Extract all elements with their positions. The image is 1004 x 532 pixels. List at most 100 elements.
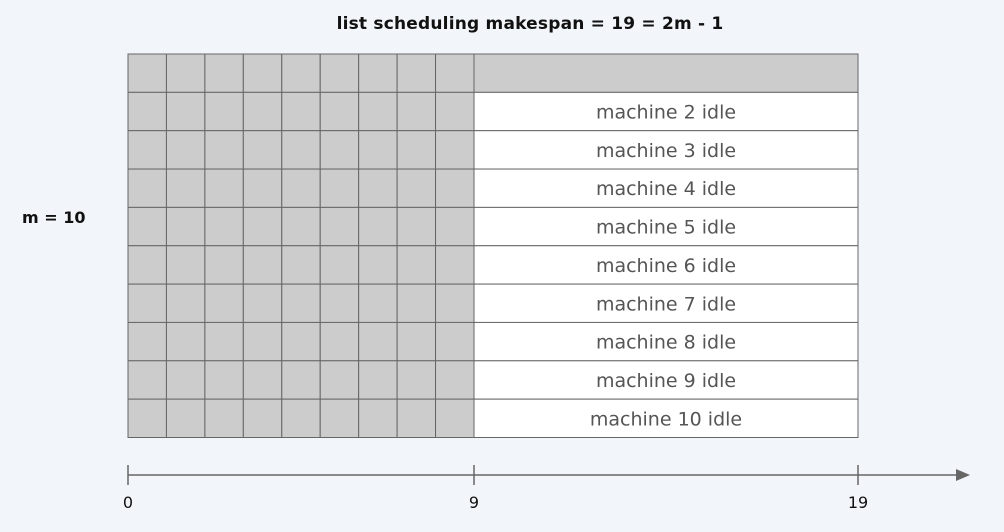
axis-arrow-icon — [956, 469, 970, 481]
unit-job-cell — [319, 398, 360, 438]
unit-job-cell — [435, 245, 475, 285]
time-axis: 0 9 19 — [123, 465, 970, 512]
unit-job-cell — [165, 168, 206, 208]
unit-job-cell — [281, 53, 321, 93]
unit-job-cell — [358, 91, 398, 132]
machine-count-label: m = 10 — [22, 208, 86, 227]
unit-job-cell — [127, 130, 167, 170]
unit-job-cell — [319, 53, 360, 93]
unit-job-cell — [204, 168, 244, 208]
unit-job-cell — [358, 283, 398, 323]
unit-job-cell — [242, 53, 283, 93]
unit-job-cell — [435, 53, 475, 93]
unit-job-cell — [435, 168, 475, 208]
unit-job-cell — [127, 321, 167, 362]
unit-job-cell — [396, 283, 437, 323]
axis-tick-label: 0 — [123, 493, 133, 512]
idle-label: machine 3 idle — [596, 140, 736, 162]
unit-job-cell — [127, 53, 167, 93]
unit-job-cell — [204, 360, 244, 400]
unit-job-cell — [358, 130, 398, 170]
idle-label: machine 2 idle — [596, 102, 736, 124]
unit-job-cell — [358, 398, 398, 438]
unit-job-cell — [319, 245, 360, 285]
idle-label: machine 6 idle — [596, 255, 736, 277]
unit-job-cell — [204, 245, 244, 285]
unit-job-cell — [204, 206, 244, 247]
idle-block — [473, 130, 859, 170]
unit-job-cell — [319, 283, 360, 323]
unit-job-cell — [242, 206, 283, 247]
unit-job-cell — [281, 245, 321, 285]
idle-block — [473, 206, 859, 247]
unit-job-cell — [396, 168, 437, 208]
unit-job-cell — [319, 168, 360, 208]
idle-label: machine 4 idle — [596, 178, 736, 200]
unit-job-cell — [165, 91, 206, 132]
unit-job-cell — [204, 53, 244, 93]
idle-block — [473, 360, 859, 400]
unit-job-cell — [319, 321, 360, 362]
unit-job-cell — [204, 130, 244, 170]
unit-job-cell — [127, 206, 167, 247]
unit-job-cell — [127, 245, 167, 285]
unit-job-cell — [127, 283, 167, 323]
unit-job-cell — [358, 168, 398, 208]
unit-job-cell — [435, 130, 475, 170]
axis-tick-label: 9 — [469, 493, 479, 512]
axis-tick-label: 19 — [848, 493, 868, 512]
unit-job-cell — [242, 360, 283, 400]
unit-job-cell — [165, 206, 206, 247]
unit-job-cell — [204, 321, 244, 362]
unit-job-cell — [435, 398, 475, 438]
unit-job-cell — [358, 53, 398, 93]
unit-job-cell — [319, 91, 360, 132]
idle-block — [473, 398, 859, 438]
unit-job-cell — [358, 245, 398, 285]
unit-job-cell — [281, 168, 321, 208]
unit-job-cell — [281, 283, 321, 323]
idle-label: machine 9 idle — [596, 370, 736, 392]
unit-job-cell — [165, 53, 206, 93]
unit-job-cell — [396, 53, 437, 93]
unit-job-cell — [319, 130, 360, 170]
unit-job-cell — [165, 398, 206, 438]
unit-job-cell — [281, 206, 321, 247]
idle-label: machine 7 idle — [596, 293, 736, 315]
unit-job-cell — [396, 398, 437, 438]
unit-job-cell — [127, 360, 167, 400]
unit-job-cell — [435, 91, 475, 132]
unit-job-cell — [281, 130, 321, 170]
unit-job-cell — [281, 321, 321, 362]
unit-job-cell — [242, 168, 283, 208]
unit-job-cell — [396, 321, 437, 362]
unit-job-cell — [242, 398, 283, 438]
unit-job-cell — [204, 91, 244, 132]
unit-job-cell — [358, 360, 398, 400]
unit-job-cell — [319, 360, 360, 400]
unit-job-cell — [242, 130, 283, 170]
unit-job-cell — [281, 398, 321, 438]
unit-job-cell — [204, 283, 244, 323]
diagram-title: list scheduling makespan = 19 = 2m - 1 — [336, 14, 724, 34]
idle-block — [473, 91, 859, 132]
idle-label: machine 8 idle — [596, 332, 736, 354]
unit-job-cell — [396, 206, 437, 247]
idle-label: machine 5 idle — [596, 217, 736, 239]
unit-job-cell — [242, 283, 283, 323]
unit-job-cell — [127, 168, 167, 208]
idle-label: machine 10 idle — [590, 408, 742, 430]
unit-job-cell — [358, 321, 398, 362]
idle-block — [473, 168, 859, 208]
unit-job-cell — [165, 283, 206, 323]
unit-job-cell — [396, 245, 437, 285]
unit-job-cell — [396, 91, 437, 132]
unit-job-cell — [242, 245, 283, 285]
unit-job-cell — [242, 91, 283, 132]
unit-job-cell — [281, 91, 321, 132]
unit-job-cell — [319, 206, 360, 247]
unit-job-cell — [127, 91, 167, 132]
unit-job-cell — [242, 321, 283, 362]
unit-job-cell — [281, 360, 321, 400]
